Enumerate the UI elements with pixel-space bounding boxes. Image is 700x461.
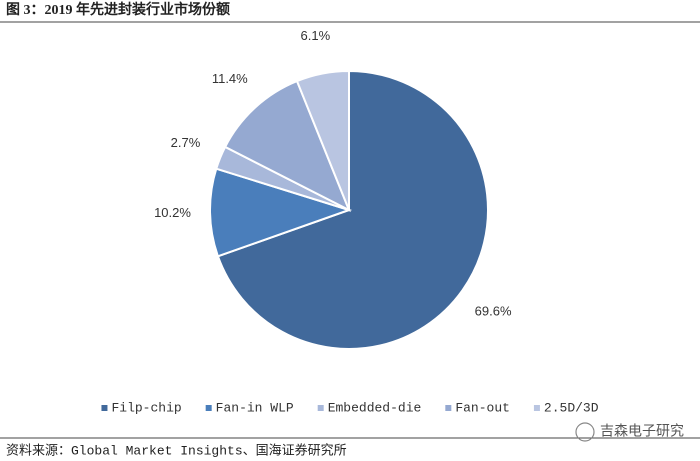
data-label: 69.6%: [475, 303, 512, 318]
pie: 69.6% 10.2% 2.7% 11.4% 6.1%: [154, 28, 512, 350]
legend-label: Embedded-die: [328, 400, 422, 415]
legend-label: Filp-chip: [111, 400, 181, 415]
source-note: 资料来源：Global Market Insights、国海证券研究所: [6, 442, 347, 458]
legend: Filp-chip Fan-in WLP Embedded-die Fan-out 2.…: [101, 400, 599, 415]
pie-slice: [223, 79, 351, 213]
watermark: 吉森电子研究: [600, 423, 684, 439]
data-label: 6.1%: [301, 28, 331, 43]
legend-marker: [317, 405, 324, 411]
chart-title: 图 3：2019 年先进封装行业市场份额: [6, 1, 230, 18]
watermark-icon: [575, 422, 595, 442]
legend-label: Fan-out: [455, 400, 510, 415]
legend-marker: [205, 405, 212, 411]
data-label: 11.4%: [212, 71, 248, 86]
data-label: 2.7%: [171, 135, 201, 150]
legend-label: Fan-in WLP: [216, 400, 294, 415]
legend-marker: [101, 405, 108, 411]
legend-marker: [533, 405, 540, 411]
pie-slice: [216, 69, 489, 350]
legend-label: 2.5D/3D: [544, 400, 599, 415]
pie-slice: [295, 69, 350, 211]
data-label: 10.2%: [154, 205, 191, 220]
legend-marker: [445, 405, 452, 411]
pie-slice: [209, 167, 353, 258]
